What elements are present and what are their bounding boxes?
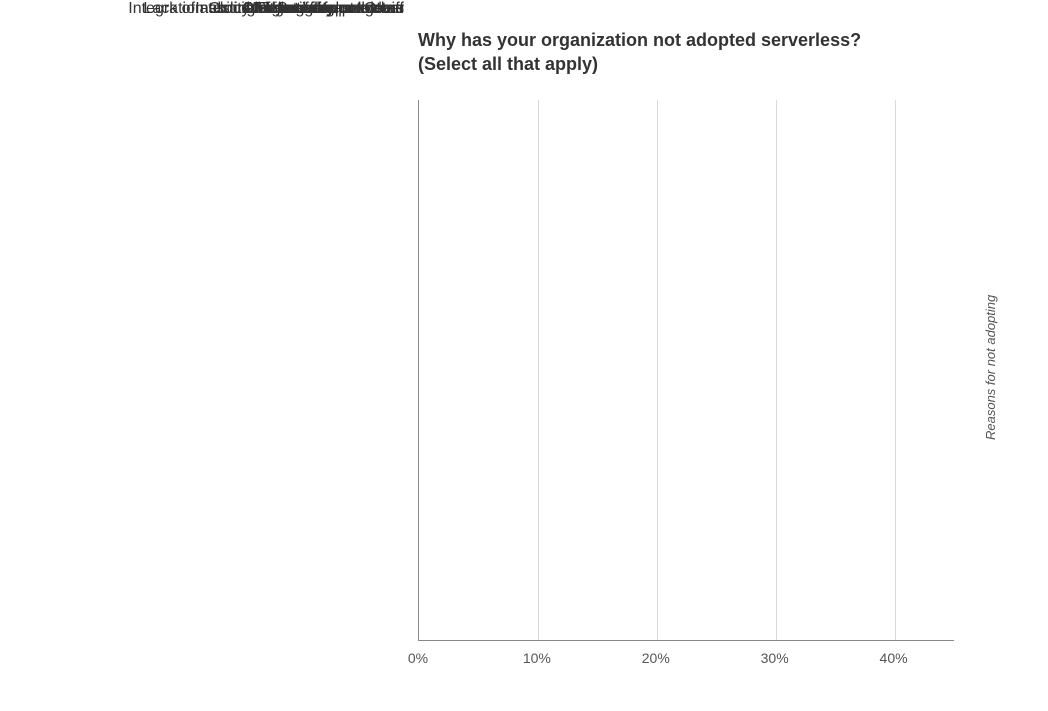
x-tick-label: 10% — [523, 650, 551, 666]
x-tick-label: 30% — [761, 650, 789, 666]
chart-title: Why has your organization not adopted se… — [418, 28, 861, 77]
x-tick-label: 20% — [642, 650, 670, 666]
bars-layer — [419, 100, 954, 640]
chart-title-line1: Why has your organization not adopted se… — [418, 28, 861, 52]
y-axis-label: API gateway concerns — [0, 0, 404, 18]
chart-title-line2: (Select all that apply) — [418, 52, 861, 76]
plot-area — [418, 100, 954, 641]
side-axis-label: Reasons for not adopting — [983, 295, 998, 440]
x-tick-label: 40% — [880, 650, 908, 666]
chart-frame: Why has your organization not adopted se… — [0, 0, 1048, 711]
x-tick-label: 0% — [408, 650, 428, 666]
